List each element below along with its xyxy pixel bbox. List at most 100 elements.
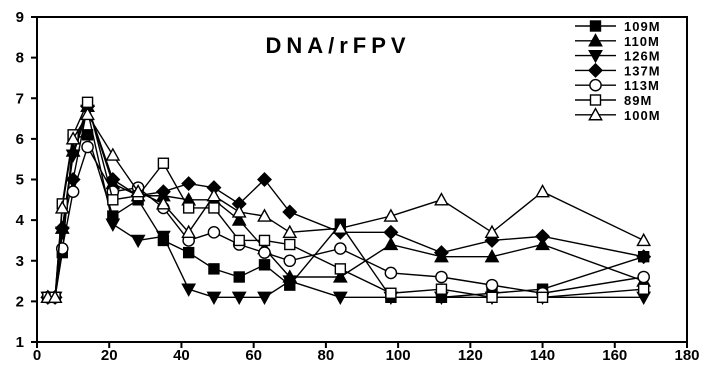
legend-marker	[589, 94, 602, 106]
data-point	[284, 238, 296, 251]
data-point	[384, 266, 398, 280]
data-point	[233, 271, 245, 283]
y-tick-label: 4	[16, 212, 25, 229]
data-point	[231, 212, 247, 226]
x-tick-label: 40	[173, 347, 190, 364]
legend-label: 126M	[624, 49, 661, 64]
data-point	[54, 200, 70, 214]
data-point	[155, 196, 171, 210]
data-point	[334, 242, 347, 255]
data-point	[332, 220, 348, 234]
series-109M	[42, 129, 650, 304]
data-point	[637, 270, 650, 284]
legend-marker	[589, 78, 602, 92]
data-point	[182, 246, 195, 259]
data-point	[435, 270, 448, 284]
y-tick-label: 8	[16, 50, 24, 67]
legend-label: 109M	[624, 19, 661, 34]
legend-label: 110M	[624, 34, 660, 49]
legend-label: 89M	[624, 93, 652, 108]
data-point	[130, 184, 146, 198]
data-point	[434, 192, 449, 206]
data-point	[231, 291, 247, 305]
data-point	[383, 236, 399, 251]
x-tick-label: 160	[602, 347, 627, 364]
x-tick-label: 0	[33, 347, 41, 364]
x-tick-label: 140	[530, 347, 555, 364]
legend-marker	[588, 107, 603, 121]
y-tick-label: 7	[16, 90, 24, 107]
data-point	[130, 234, 146, 249]
legend-item: 89M	[575, 93, 652, 108]
data-point	[484, 224, 500, 238]
data-point	[231, 204, 247, 218]
data-point	[484, 249, 500, 263]
data-point	[282, 204, 298, 220]
data-point	[535, 236, 550, 251]
legend-item: 109M	[575, 19, 661, 34]
data-point	[181, 176, 197, 192]
data-point	[282, 224, 298, 238]
data-point	[334, 263, 347, 275]
data-point	[208, 263, 220, 275]
y-tick-label: 9	[16, 9, 24, 26]
data-point	[383, 208, 399, 222]
data-point	[257, 291, 272, 305]
data-point	[282, 275, 298, 289]
data-point	[233, 234, 245, 247]
legend-item: 100M	[575, 107, 660, 123]
data-point	[81, 140, 94, 154]
legend-label: 113M	[624, 78, 660, 93]
data-point	[181, 283, 197, 297]
data-point	[80, 106, 95, 121]
legend-item: 137M	[575, 62, 661, 78]
legend-label: 137M	[624, 63, 661, 78]
y-tick-label: 6	[16, 131, 24, 148]
data-point	[257, 172, 272, 187]
data-point	[332, 291, 348, 305]
data-point	[636, 249, 652, 265]
data-point	[155, 230, 171, 245]
data-point	[433, 245, 449, 261]
data-point	[385, 287, 397, 299]
data-point	[107, 194, 119, 206]
legend-marker	[588, 49, 603, 64]
data-point	[208, 202, 220, 214]
x-tick-label: 20	[101, 347, 118, 364]
legend-item: 126M	[575, 49, 661, 64]
data-point	[105, 147, 121, 161]
data-point	[105, 218, 121, 232]
data-point	[257, 208, 272, 222]
data-point	[283, 254, 297, 268]
series-100M	[40, 106, 652, 303]
data-point	[65, 131, 81, 145]
data-point	[81, 96, 94, 109]
data-point	[636, 232, 652, 247]
data-point	[258, 259, 271, 271]
y-tick-label: 5	[16, 172, 24, 189]
x-tick-label: 180	[674, 347, 699, 364]
series-layer	[40, 96, 652, 305]
axes: 0 20 40 60 80 100 120 140 160 180 1 2 3 4 5 6 7 8 9	[16, 9, 700, 364]
data-point	[47, 289, 63, 303]
data-point	[182, 202, 195, 214]
data-point	[536, 291, 549, 304]
data-point	[206, 291, 222, 305]
x-tick-label: 100	[386, 347, 411, 364]
data-point	[485, 278, 499, 292]
data-point	[207, 226, 221, 239]
x-tick-label: 120	[458, 347, 483, 364]
y-tick-label: 1	[16, 334, 24, 351]
data-point	[181, 224, 197, 238]
legend-marker	[588, 33, 603, 47]
legend-marker	[589, 20, 602, 32]
y-tick-label: 3	[16, 253, 24, 270]
data-point	[332, 269, 348, 283]
x-tick-label: 80	[318, 347, 335, 364]
data-point	[435, 283, 448, 295]
data-point	[258, 234, 271, 247]
data-point	[383, 224, 399, 240]
legend-marker	[588, 62, 603, 78]
